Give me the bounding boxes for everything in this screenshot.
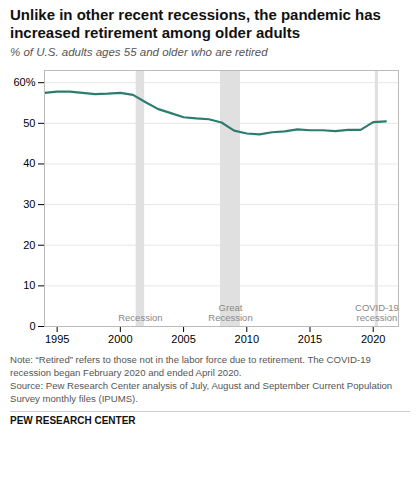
svg-text:50: 50 xyxy=(23,117,35,129)
svg-text:Recession: Recession xyxy=(118,312,162,323)
html-text:Source: Pew Research Center an: Source: Pew Research Center analysis of … xyxy=(10,379,393,391)
svg-text:COVID-19recession: COVID-19recession xyxy=(355,302,399,323)
svg-text:2010: 2010 xyxy=(235,333,259,345)
html-text:Note: “Retired” refers to thos: Note: “Retired” refers to those not in t… xyxy=(10,354,371,365)
svg-text:30: 30 xyxy=(23,198,35,210)
svg-text:60%: 60% xyxy=(13,76,35,88)
svg-text:2015: 2015 xyxy=(298,333,322,345)
svg-text:10: 10 xyxy=(23,279,35,291)
html-text:recession began February 2020: recession began February 2020 and ended … xyxy=(10,366,242,378)
html-text:Survey monthly files (IPUMS).: Survey monthly files (IPUMS). xyxy=(10,392,138,404)
svg-text:2020: 2020 xyxy=(361,333,385,345)
svg-text:2005: 2005 xyxy=(171,333,195,345)
svg-text:2000: 2000 xyxy=(108,333,132,345)
svg-text:GreatRecession: GreatRecession xyxy=(208,302,252,323)
svg-text:40: 40 xyxy=(23,157,35,169)
html-text:Unlike in other recent recessi: Unlike in other recent recessions, the p… xyxy=(10,6,381,41)
svg-text:0: 0 xyxy=(29,320,35,332)
html-text:PEW RESEARCH CENTER: PEW RESEARCH CENTER xyxy=(10,414,136,426)
svg-text:1995: 1995 xyxy=(45,333,69,345)
svg-text:20: 20 xyxy=(23,239,35,251)
html-text:% of U.S. adults ages 55 and o: % of U.S. adults ages 55 and older who a… xyxy=(10,46,268,58)
